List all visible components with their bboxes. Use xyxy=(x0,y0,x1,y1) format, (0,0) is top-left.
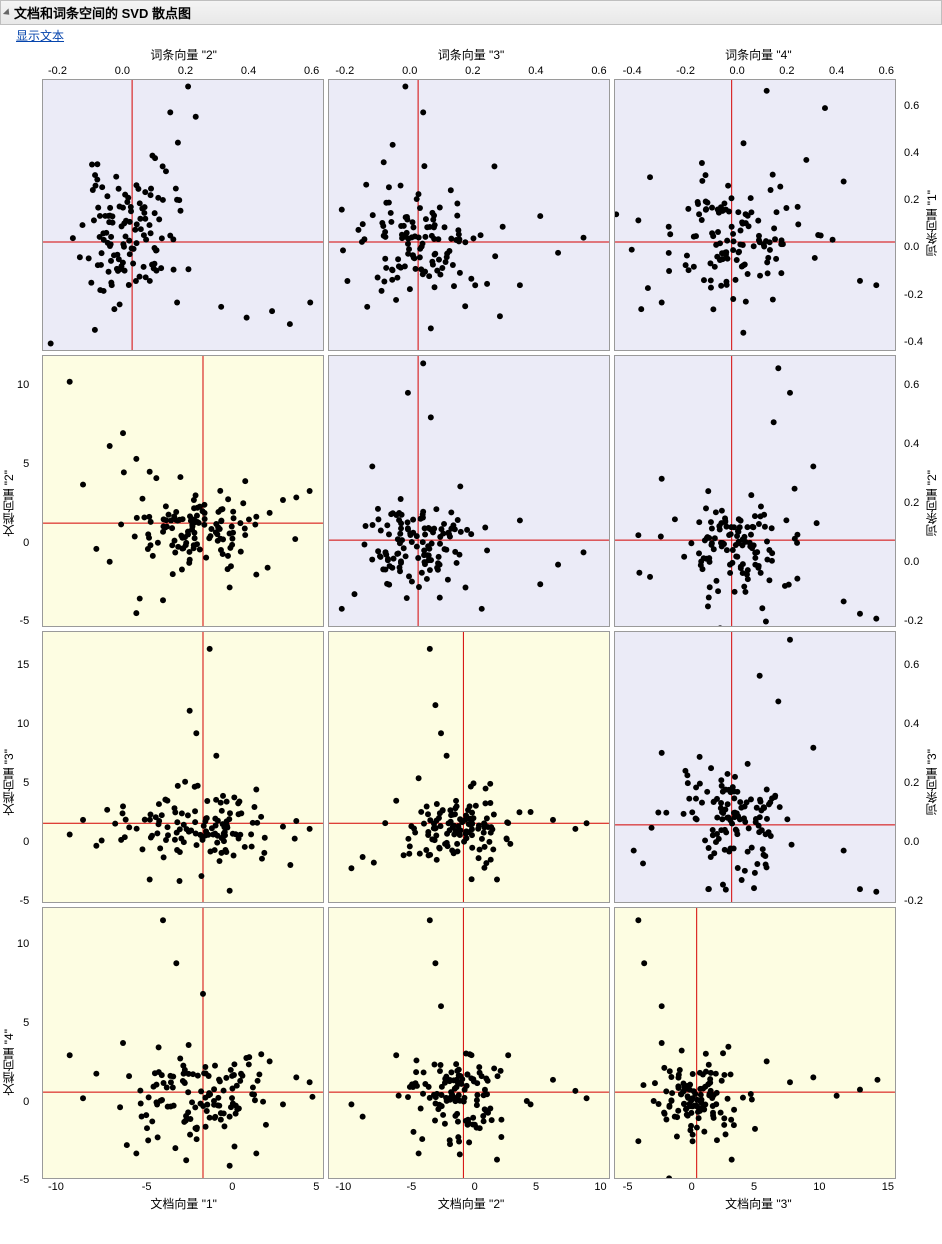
bottom-axis-row: -10-505 文档向量 "1" -10-50510 文档向量 "2" -505… xyxy=(42,1181,900,1212)
scatter-panel-r1-c0[interactable] xyxy=(42,355,324,627)
top-ticks-2: -0.20.00.20.40.6 xyxy=(329,65,612,77)
bottom-axis-2: -10-50510 文档向量 "2" xyxy=(329,1181,612,1212)
left-ticks-4: 1050-5 xyxy=(17,938,31,1186)
section-header[interactable]: 文档和词条空间的 SVD 散点图 xyxy=(0,0,942,25)
left-ticks-1 xyxy=(0,100,2,348)
show-text-link[interactable]: 显示文本 xyxy=(16,29,64,43)
scatter-panel-r3-c0[interactable] xyxy=(42,907,324,1179)
bottom-axis-1: -10-505 文档向量 "1" xyxy=(42,1181,325,1212)
top-axis-row: 词条向量 "2" -0.20.00.20.40.6 词条向量 "3" -0.20… xyxy=(42,46,900,77)
top-ticks-1: -0.20.00.20.40.6 xyxy=(42,65,325,77)
scatter-panel-r1-c2[interactable] xyxy=(614,355,896,627)
scatter-panel-r3-c2[interactable] xyxy=(614,907,896,1179)
disclosure-triangle-icon[interactable] xyxy=(3,8,12,17)
top-ticks-3: -0.4-0.20.00.20.40.6 xyxy=(617,65,900,77)
top-axis-3: 词条向量 "4" -0.4-0.20.00.20.40.6 xyxy=(617,46,900,77)
scatter-panel-r2-c2[interactable] xyxy=(614,631,896,903)
left-ticks-2: 1050-5 xyxy=(17,379,31,627)
scatter-panel-r2-c1[interactable] xyxy=(328,631,610,903)
scatter-panel-r2-c0[interactable] xyxy=(42,631,324,903)
scatter-panel-r0-c1[interactable] xyxy=(328,79,610,351)
scatterplot-matrix: 词条向量 "2" -0.20.00.20.40.6 词条向量 "3" -0.20… xyxy=(0,46,942,1244)
right-ticks-1: 0.60.40.20.0-0.2-0.4 xyxy=(902,100,923,348)
panel-grid xyxy=(42,79,900,1179)
bottom-ticks-1: -10-505 xyxy=(42,1181,325,1193)
top-axis-2: 词条向量 "3" -0.20.00.20.40.6 xyxy=(329,46,612,77)
left-ticks-3: 151050-5 xyxy=(17,659,31,907)
right-axis-labels: 0.60.40.20.0-0.2-0.4词条向量 "1" 0.60.40.20.… xyxy=(902,86,942,1200)
section-title: 文档和词条空间的 SVD 散点图 xyxy=(14,3,191,22)
scatter-panel-r1-c1[interactable] xyxy=(328,355,610,627)
right-ticks-3: 0.60.40.20.0-0.2 xyxy=(902,659,923,907)
scatter-panel-r3-c1[interactable] xyxy=(328,907,610,1179)
link-row: 显示文本 xyxy=(0,25,942,46)
left-axis-labels: 文档向量 "2"1050-5 文档向量 "3"151050-5 文档向量 "4"… xyxy=(0,86,40,1200)
bottom-ticks-3: -5051015 xyxy=(617,1181,900,1193)
scatter-panel-r0-c0[interactable] xyxy=(42,79,324,351)
right-ticks-2: 0.60.40.20.0-0.2 xyxy=(902,379,923,627)
bottom-ticks-2: -10-50510 xyxy=(329,1181,612,1193)
scatter-panel-r0-c2[interactable] xyxy=(614,79,896,351)
bottom-axis-3: -5051015 文档向量 "3" xyxy=(617,1181,900,1212)
top-axis-1: 词条向量 "2" -0.20.00.20.40.6 xyxy=(42,46,325,77)
right-ticks-4 xyxy=(902,938,904,1186)
